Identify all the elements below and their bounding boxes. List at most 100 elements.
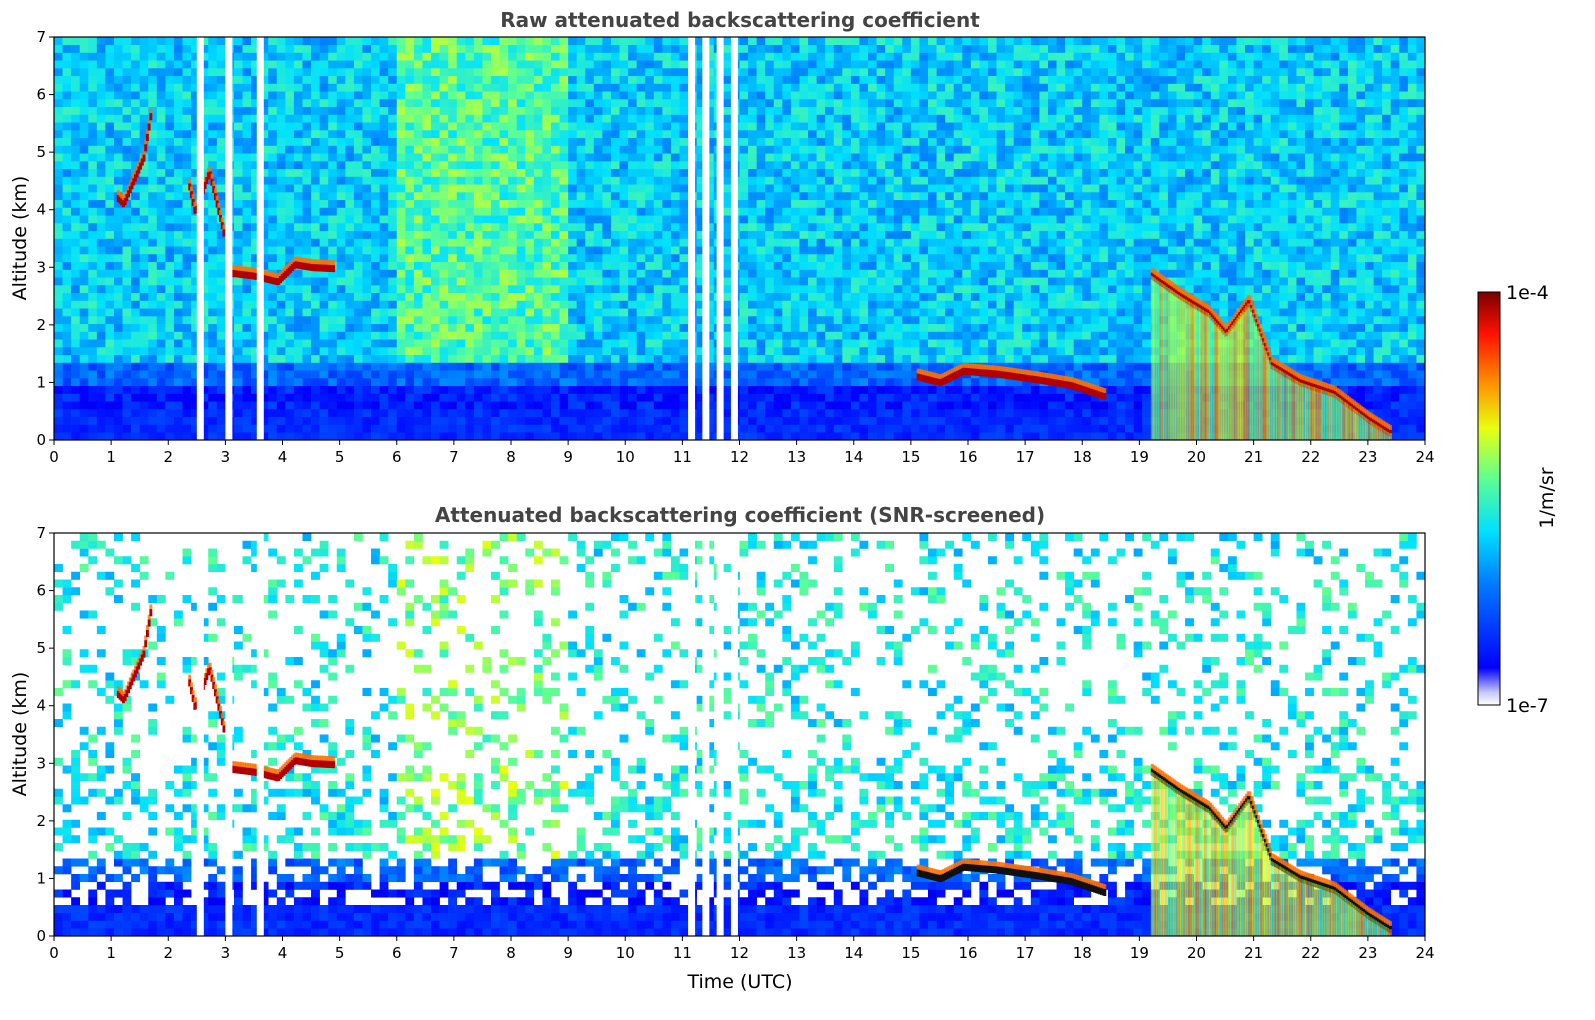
heatmap-cell [242,37,252,46]
heatmap-cell [670,161,680,170]
heatmap-cell [808,424,817,433]
heatmap-cell [696,277,706,286]
heatmap-cell [242,130,252,139]
heatmap-cell [371,176,380,185]
heatmap-cell [602,401,612,410]
heatmap-cell [113,37,123,46]
heatmap-cell [533,385,543,394]
heatmap-cell [790,354,800,363]
heatmap-cell [533,145,543,154]
heatmap-cell [293,308,303,317]
heatmap-cell [191,99,200,108]
heatmap-cell [756,130,766,139]
heatmap-cell [148,137,158,146]
heatmap-cell [431,145,440,154]
heatmap-cell [388,75,398,84]
heatmap-cell [610,277,620,286]
heatmap-cell [705,60,715,69]
heatmap-cell [71,83,81,92]
heatmap-cell [422,347,432,356]
heatmap-cell [379,75,389,84]
heatmap-cell [422,192,432,201]
heatmap-cell [216,300,226,309]
heatmap-cell [413,347,423,356]
heatmap-cell [499,347,509,356]
heatmap-cell [602,308,612,317]
heatmap-cell [499,114,509,123]
heatmap-cell [302,199,312,208]
heatmap-cell [345,106,355,115]
heatmap-cell [353,83,363,92]
heatmap-cell [465,370,475,379]
heatmap-cell [148,52,158,61]
heatmap-cell [508,401,518,410]
heatmap-cell [499,416,509,425]
heatmap-cell [319,378,329,387]
heatmap-cell [842,362,852,371]
heatmap-cell [62,432,72,441]
heatmap-cell [850,99,860,108]
heatmap-cell [636,385,646,394]
heatmap-cell [88,254,98,263]
heatmap-cell [431,114,440,123]
heatmap-cell [276,292,286,301]
heatmap-cell [276,254,286,263]
heatmap-cell [696,261,706,270]
heatmap-cell [833,75,843,84]
heatmap-cell [371,52,380,61]
heatmap-cell [79,269,89,278]
heatmap-cell [156,223,166,232]
heatmap-cell [525,83,535,92]
heatmap-cell [182,122,192,131]
heatmap-cell [113,75,123,84]
heatmap-cell [199,354,209,363]
heatmap-cell [319,207,329,216]
heatmap-cell [456,385,466,394]
heatmap-cell [105,432,115,441]
heatmap-cell [559,277,569,286]
heatmap-cell [191,347,200,356]
heatmap-cell [542,432,552,441]
heatmap-cell [105,44,115,53]
heatmap-cell [131,292,140,301]
heatmap-cell [559,246,569,255]
heatmap-cell [105,354,115,363]
heatmap-cell [610,122,620,131]
heatmap-cell [62,137,72,146]
heatmap-cell [131,75,140,84]
heatmap-cell [113,137,123,146]
heatmap-cell [868,168,877,177]
heatmap-cell [131,106,140,115]
heatmap-cell [593,378,603,387]
heatmap-cell [71,238,81,247]
heatmap-cell [336,370,346,379]
heatmap-cell [388,401,398,410]
heatmap-cell [782,300,792,309]
heatmap-cell [842,137,852,146]
heatmap-cell [748,44,757,53]
heatmap-cell [88,44,98,53]
heatmap-cell [439,316,449,325]
heatmap-cell [148,354,158,363]
heatmap-cell [568,184,577,193]
heatmap-cell [242,292,252,301]
heatmap-cell [396,378,406,387]
heatmap-cell [96,300,106,309]
heatmap-cell [722,254,732,263]
heatmap-cell [576,424,586,433]
heatmap-cell [790,114,800,123]
heatmap-cell [662,215,672,224]
heatmap-cell [379,161,389,170]
heatmap-cell [782,308,792,317]
heatmap-cell [628,331,637,340]
heatmap-cell [542,254,552,263]
heatmap-cell [105,230,115,239]
heatmap-cell [850,424,860,433]
heatmap-cell [242,52,252,61]
heatmap-cell [679,261,689,270]
heatmap-cell [156,83,166,92]
heatmap-cell [619,269,629,278]
heatmap-cell [105,207,115,216]
heatmap-cell [705,230,715,239]
heatmap-cell [439,339,449,348]
